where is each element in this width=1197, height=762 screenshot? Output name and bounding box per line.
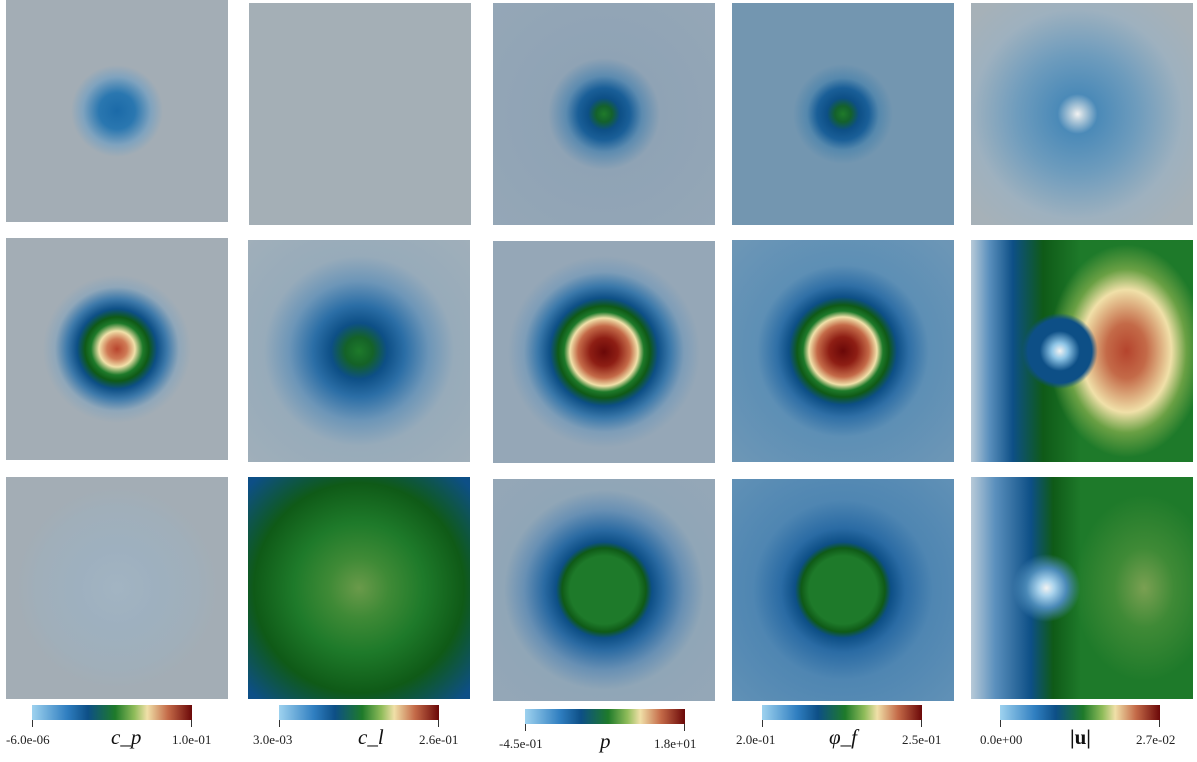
colorbar-cp-max: 1.0e-01 bbox=[172, 732, 212, 747]
colorbar-cp: -6.0e-06 c_p 1.0e-01 bbox=[6, 705, 236, 758]
colorbar-p-gradient bbox=[525, 709, 685, 724]
panel-p-t2 bbox=[493, 241, 715, 463]
colorbar-phi-gradient bbox=[762, 705, 922, 720]
colorbar-cl: 3.0e-03 c_l 2.6e-01 bbox=[253, 705, 483, 758]
panel-cp-t1 bbox=[6, 0, 228, 222]
panel-cp-t3 bbox=[6, 477, 228, 699]
colorbar-p-min: -4.5e-01 bbox=[499, 736, 543, 751]
colorbar-cl-min: 3.0e-03 bbox=[253, 732, 293, 747]
colorbar-u-max: 2.7e-02 bbox=[1136, 732, 1176, 747]
colorbar-phi-max: 2.5e-01 bbox=[902, 732, 942, 747]
colorbar-phi-label: φ_f bbox=[829, 725, 857, 749]
colorbar-cl-label: c_l bbox=[358, 725, 384, 749]
colorbar-u: 0.0e+00 |u| 2.7e-02 bbox=[974, 705, 1196, 758]
colorbar-p-label: p bbox=[600, 729, 611, 753]
colorbar-u-gradient bbox=[1000, 705, 1160, 720]
panel-cl-t1 bbox=[249, 3, 471, 225]
panel-u-t1 bbox=[971, 3, 1193, 225]
panel-cp-t2 bbox=[6, 238, 228, 460]
colorbar-cp-gradient bbox=[32, 705, 192, 720]
colorbar-phi: 2.0e-01 φ_f 2.5e-01 bbox=[736, 705, 966, 758]
panel-p-t3 bbox=[493, 479, 715, 701]
colorbar-cp-min: -6.0e-06 bbox=[6, 732, 50, 747]
colorbar-phi-min: 2.0e-01 bbox=[736, 732, 776, 747]
panel-cl-t3 bbox=[248, 477, 470, 699]
panel-phi-t2 bbox=[732, 240, 954, 462]
panel-p-t1 bbox=[493, 3, 715, 225]
colorbar-cp-label: c_p bbox=[111, 725, 142, 749]
panel-u-t3 bbox=[971, 477, 1193, 699]
panel-phi-t3 bbox=[732, 479, 954, 701]
colorbar-cl-max: 2.6e-01 bbox=[419, 732, 459, 747]
colorbar-p-max: 1.8e+01 bbox=[654, 736, 697, 751]
colorbar-u-label: |u| bbox=[1070, 725, 1091, 749]
panel-phi-t1 bbox=[732, 3, 954, 225]
panel-u-t2 bbox=[971, 240, 1193, 462]
colorbar-p: -4.5e-01 p 1.8e+01 bbox=[499, 709, 729, 762]
colorbar-cl-gradient bbox=[279, 705, 439, 720]
panel-cl-t2 bbox=[248, 240, 470, 462]
colorbar-u-min: 0.0e+00 bbox=[980, 732, 1023, 747]
